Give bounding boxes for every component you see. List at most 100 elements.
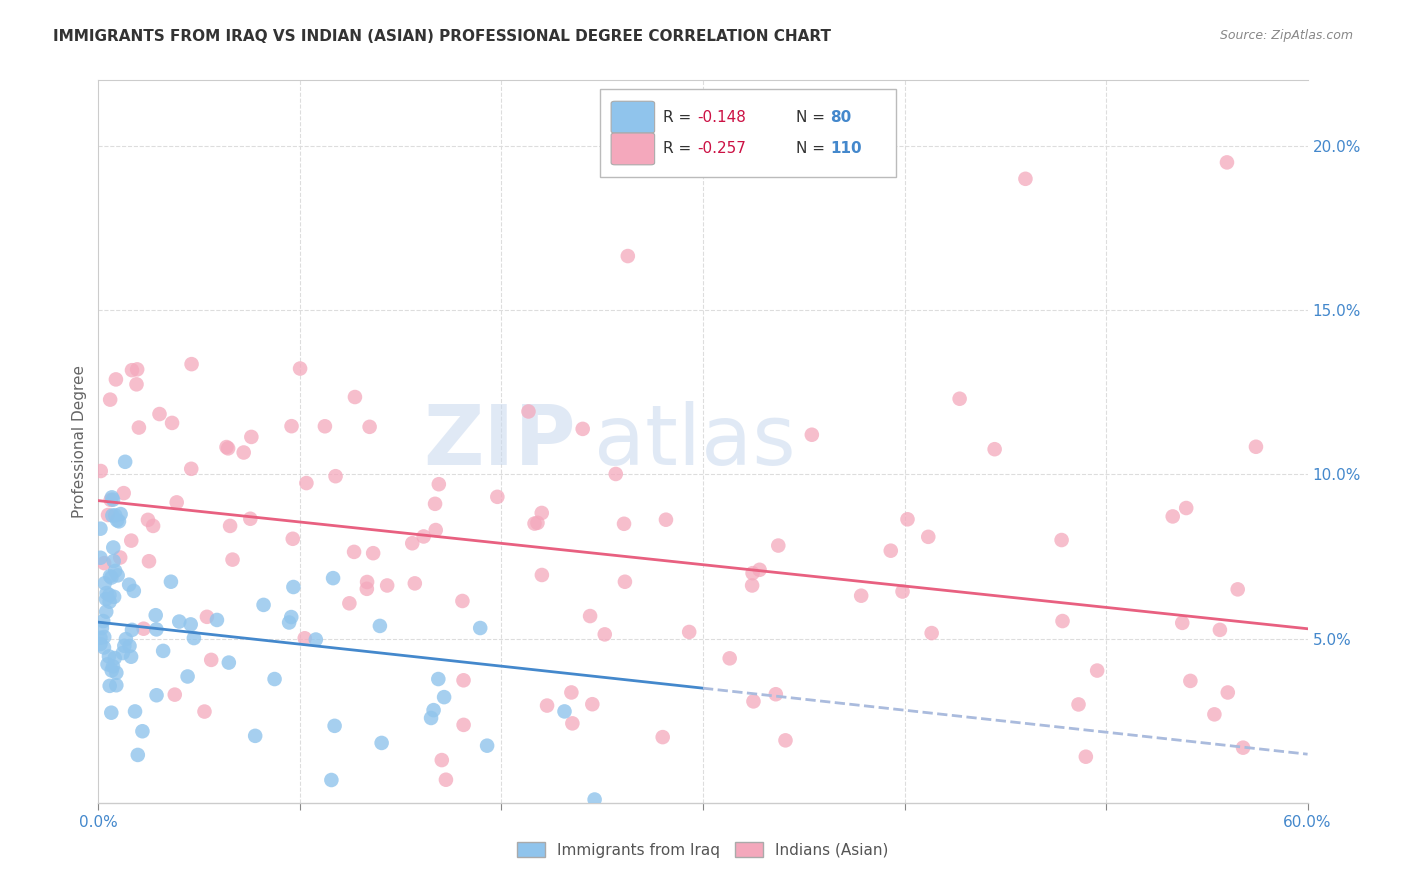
Point <box>294 632 316 646</box>
Point <box>1171 615 1194 630</box>
Point <box>101 659 124 673</box>
Point <box>613 516 636 531</box>
Point <box>517 404 540 418</box>
Point <box>651 730 673 744</box>
Point <box>132 622 155 636</box>
Point <box>96 657 118 672</box>
Point <box>361 546 384 560</box>
Point <box>120 533 142 548</box>
Point <box>94 576 117 591</box>
Point <box>136 513 159 527</box>
Point <box>470 621 492 635</box>
Point <box>605 467 627 481</box>
Point <box>160 416 183 430</box>
Point <box>526 516 548 530</box>
Point <box>118 639 141 653</box>
Point <box>215 440 238 454</box>
Point <box>451 594 474 608</box>
Point <box>281 532 304 546</box>
Point <box>91 614 114 628</box>
Point <box>183 631 205 645</box>
Point <box>337 596 360 610</box>
Point <box>323 719 346 733</box>
Text: R =: R = <box>664 110 696 125</box>
Point <box>427 672 450 686</box>
Point <box>104 372 127 386</box>
Text: N =: N = <box>796 142 830 156</box>
Point <box>343 390 366 404</box>
Point <box>422 703 444 717</box>
Point <box>142 519 165 533</box>
Point <box>240 430 263 444</box>
Text: R =: R = <box>664 142 696 156</box>
Point <box>105 665 128 680</box>
Point <box>252 598 274 612</box>
Point <box>368 619 391 633</box>
Point <box>103 554 125 568</box>
Point <box>593 627 616 641</box>
Point <box>314 419 336 434</box>
Text: -0.148: -0.148 <box>697 110 745 125</box>
Point <box>571 422 593 436</box>
Point <box>560 685 582 699</box>
Point <box>93 630 115 644</box>
Point <box>98 595 121 609</box>
Point <box>125 377 148 392</box>
Point <box>359 420 381 434</box>
Point <box>288 361 311 376</box>
Point <box>343 545 366 559</box>
Point <box>166 495 188 509</box>
Point <box>128 420 150 434</box>
Point <box>105 513 128 527</box>
Text: Source: ZipAtlas.com: Source: ZipAtlas.com <box>1219 29 1353 43</box>
Point <box>1085 664 1108 678</box>
Point <box>1074 749 1097 764</box>
Point <box>536 698 558 713</box>
Point <box>1226 582 1249 597</box>
Point <box>89 637 111 651</box>
Text: IMMIGRANTS FROM IRAQ VS INDIAN (ASIAN) PROFESSIONAL DEGREE CORRELATION CHART: IMMIGRANTS FROM IRAQ VS INDIAN (ASIAN) P… <box>53 29 831 45</box>
FancyBboxPatch shape <box>612 101 655 133</box>
Point <box>1161 509 1184 524</box>
Point <box>104 651 127 665</box>
Point <box>295 476 318 491</box>
Point <box>880 543 903 558</box>
Point <box>775 733 797 747</box>
Point <box>1216 155 1239 169</box>
Point <box>523 516 546 531</box>
Point <box>433 690 456 705</box>
Point <box>921 626 943 640</box>
Point <box>122 583 145 598</box>
Point <box>93 556 115 570</box>
Point <box>375 578 398 592</box>
Point <box>1050 533 1073 547</box>
Point <box>93 640 115 655</box>
Point <box>98 569 121 583</box>
Point <box>97 649 120 664</box>
Point <box>581 697 603 711</box>
Point <box>121 623 143 637</box>
Point <box>127 747 149 762</box>
Point <box>90 621 112 635</box>
Point <box>401 536 423 550</box>
Point <box>1244 440 1267 454</box>
Point <box>613 574 636 589</box>
Point <box>145 623 167 637</box>
Point <box>167 615 190 629</box>
Point <box>239 512 262 526</box>
Point <box>89 550 111 565</box>
Point <box>1216 685 1239 699</box>
Point <box>553 705 575 719</box>
Point <box>131 724 153 739</box>
Point <box>325 469 347 483</box>
Point <box>114 455 136 469</box>
Text: 110: 110 <box>830 142 862 156</box>
Point <box>108 514 131 528</box>
Point <box>1209 623 1232 637</box>
Point <box>96 586 118 600</box>
Point <box>1175 501 1198 516</box>
Point <box>561 716 583 731</box>
Point <box>96 605 118 619</box>
Point <box>89 522 111 536</box>
Point <box>718 651 741 665</box>
